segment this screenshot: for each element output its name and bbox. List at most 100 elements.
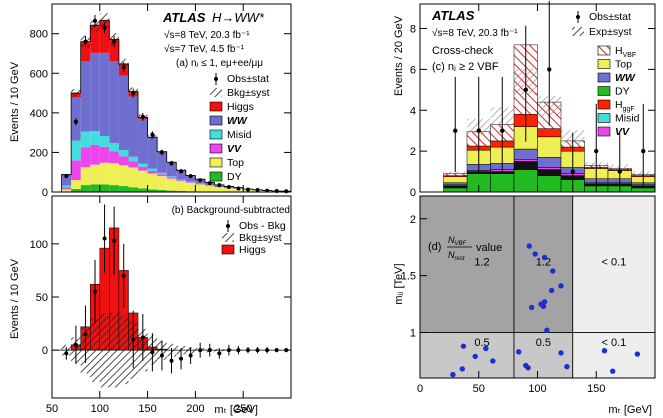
bar-vv: [90, 145, 100, 165]
obs-point: [571, 169, 575, 173]
bar-dy: [90, 184, 100, 192]
bar-misid: [81, 132, 91, 148]
bar-vv: [176, 180, 186, 181]
bar-top: [128, 167, 138, 187]
x-axis-label: mₜ [GeV]: [608, 404, 652, 416]
obs-point: [179, 169, 183, 173]
obs-point: [160, 150, 164, 154]
legend-label: Misid: [615, 113, 640, 125]
panel-a: Events / 10 GeV 0 200 400 600 800 ATLAS H→WW…: [9, 4, 291, 199]
y-tick-label: 6: [410, 64, 416, 76]
legend-label: Bkg±syst: [239, 232, 282, 244]
bar-top: [195, 184, 205, 191]
legend-swatch: [210, 116, 222, 125]
legend-label: DY: [615, 86, 630, 98]
lumi-line-1: √s=8 TeV, 20.3 fb⁻¹: [164, 29, 250, 41]
obs-point: [256, 188, 260, 192]
x-tick-label: 200: [186, 403, 204, 415]
y-tick-label: 400: [30, 108, 48, 120]
bar-vv: [109, 151, 119, 163]
y-tick-label: 1.5: [401, 271, 416, 283]
data-point: [525, 365, 530, 370]
bar-top: [444, 177, 468, 183]
bar-misid: [157, 173, 167, 175]
obs-point: [500, 128, 504, 132]
bar-misid: [138, 164, 148, 167]
bar-misid: [71, 141, 81, 161]
bar-misid: [119, 150, 129, 156]
obs-point: [524, 88, 528, 92]
obs-point: [217, 183, 221, 187]
obs-point: [141, 335, 145, 339]
obs-point: [198, 178, 202, 182]
bar-ww: [119, 76, 129, 150]
legend-label: Obs±stat: [227, 73, 269, 85]
x-tick-label: 150: [587, 383, 605, 395]
obs-point: [160, 353, 164, 357]
y-tick-label: 2: [410, 146, 416, 158]
legend-swatch: [210, 144, 222, 153]
data-point: [516, 349, 521, 354]
bar-top: [90, 165, 100, 185]
data-point: [558, 350, 563, 355]
y-tick-label: 0: [410, 187, 416, 199]
bar-misid: [148, 169, 158, 171]
y-tick-label: 0: [42, 187, 48, 199]
bar-hggf: [538, 129, 562, 137]
region-value: 0.5: [536, 337, 551, 349]
legend-label: Higgs: [227, 101, 254, 113]
legend-label: DY: [227, 171, 242, 183]
obs-point: [131, 91, 135, 95]
bar-dy: [128, 187, 138, 192]
legend-swatch: [598, 46, 610, 55]
data-point: [550, 268, 555, 273]
obs-point: [236, 348, 240, 352]
obs-point: [122, 65, 126, 69]
y-tick-label: 100: [30, 239, 48, 251]
bar-ww: [444, 183, 468, 185]
obs-point: [275, 348, 279, 352]
legend-label: Bkg±syst: [227, 87, 270, 99]
data-point: [527, 243, 532, 248]
bar-misid: [176, 180, 186, 181]
legend-marker: [214, 77, 218, 81]
data-point: [549, 288, 554, 293]
legend-label: Exp±syst: [589, 26, 632, 38]
obs-point: [453, 128, 457, 132]
obs-point: [477, 128, 481, 132]
x-tick-label: 50: [473, 383, 485, 395]
lumi-line-2: √s=7 TeV, 4.5 fb⁻¹: [164, 43, 245, 55]
atlas-label: ATLAS: [431, 8, 475, 23]
obs-point: [217, 351, 221, 355]
bar-ww: [138, 119, 148, 164]
bar-top: [138, 171, 148, 189]
bar-top: [176, 181, 186, 191]
legend-label: WW: [615, 72, 636, 84]
bar-dy: [632, 188, 656, 192]
bar-vv: [157, 174, 167, 176]
legend-swatch: [222, 245, 234, 254]
data-point: [542, 255, 547, 260]
y-tick-label: 4: [410, 105, 416, 117]
obs-point: [227, 185, 231, 189]
bar-vv: [138, 167, 148, 171]
region-cell: [420, 333, 514, 379]
bar-vv: [71, 160, 81, 180]
obs-point: [236, 186, 240, 190]
bar-vv: [81, 147, 91, 167]
bar-top: [186, 183, 196, 191]
y-tick-label: 600: [30, 68, 48, 80]
obs-point: [74, 120, 78, 124]
bar-vv: [538, 167, 562, 169]
bar-top: [215, 187, 225, 191]
bar-dy: [81, 185, 91, 192]
bar-vv: [167, 178, 177, 179]
bar-top: [109, 163, 119, 185]
bar-top: [100, 163, 110, 185]
plot-area: 1.2 1.2 < 0.10.5 0.5 < 0.111.520 50 100 150: [401, 196, 655, 395]
legend-swatch: [598, 73, 610, 82]
obs-point: [246, 188, 250, 192]
legend-swatch: [598, 127, 610, 136]
lumi-line-1: √s=8 TeV, 20.3 fb⁻¹: [432, 27, 518, 39]
